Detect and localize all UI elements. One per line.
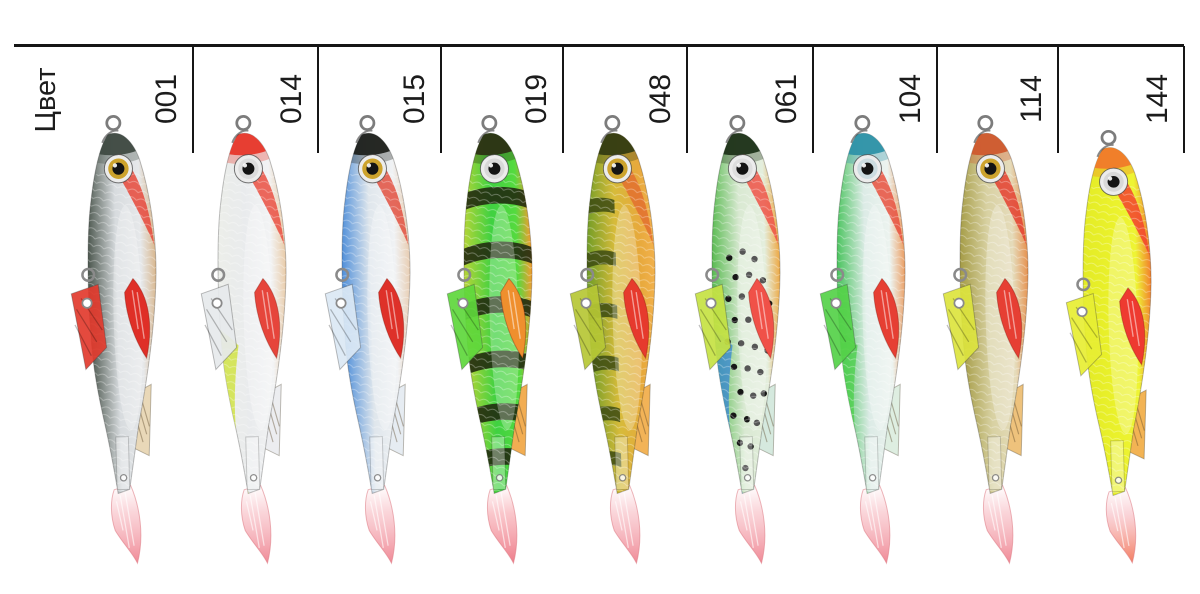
belly-blade	[70, 283, 108, 371]
pectoral-fin	[378, 277, 405, 360]
column-divider	[562, 46, 564, 153]
eye	[975, 154, 1005, 184]
tail-hole	[249, 474, 258, 482]
belly-loop	[953, 267, 968, 282]
tail-fin	[1105, 487, 1137, 565]
eye	[103, 154, 133, 184]
eye	[602, 154, 632, 184]
pectoral-fin	[254, 277, 281, 360]
snout-lip	[477, 129, 495, 144]
column-divider	[1183, 46, 1185, 153]
snout-lip	[231, 129, 249, 144]
belly-loop	[1076, 277, 1091, 292]
column-divider	[1057, 46, 1059, 153]
eye	[479, 154, 509, 184]
tail-hole	[373, 474, 382, 482]
belly-blade	[446, 283, 484, 371]
belly-blade	[200, 283, 238, 371]
lure-photo-015	[311, 111, 449, 582]
lure-photo-144	[1052, 126, 1190, 581]
lure-photo-001	[57, 111, 195, 582]
pectoral-fin	[996, 277, 1023, 360]
snout-lip	[101, 129, 119, 144]
tail-hole	[119, 474, 128, 482]
snout-lip	[1096, 144, 1114, 158]
column-divider	[440, 46, 442, 153]
lure-photo-048	[556, 111, 694, 582]
tail-fin	[110, 484, 142, 565]
line-tie-loop	[359, 115, 376, 131]
line-tie-loop	[481, 115, 498, 131]
line-tie-loop	[854, 115, 871, 131]
tail-hole	[1114, 476, 1123, 484]
tail-fin	[486, 484, 518, 565]
belly-blade	[324, 283, 362, 371]
belly-loop	[580, 267, 595, 282]
tail-hole	[868, 474, 877, 482]
belly-blade	[1065, 292, 1103, 377]
column-divider	[317, 46, 319, 153]
belly-blade	[694, 283, 732, 371]
eye	[852, 154, 882, 184]
lure-photo-061	[681, 111, 819, 582]
snout-lip	[850, 129, 868, 144]
tail-fin	[734, 484, 766, 565]
line-tie-loop	[977, 115, 994, 131]
belly-loop	[81, 267, 96, 282]
belly-blade	[942, 283, 980, 371]
snout-lip	[725, 129, 743, 144]
line-tie-loop	[604, 115, 621, 131]
column-divider	[936, 46, 938, 153]
tail-fin	[609, 484, 641, 565]
lure-photo-104	[806, 111, 944, 582]
pectoral-fin	[623, 277, 650, 360]
tail-fin	[859, 484, 891, 565]
column-divider	[812, 46, 814, 153]
belly-blade	[819, 283, 857, 371]
column-divider	[192, 46, 194, 153]
tail-hole	[618, 474, 627, 482]
eye	[1099, 167, 1129, 196]
tail-hole	[991, 474, 1000, 482]
belly-loop	[457, 267, 472, 282]
tail-hole	[743, 474, 752, 482]
lure-photo-014	[187, 111, 325, 582]
snout-lip	[355, 129, 373, 144]
tail-fin	[982, 484, 1014, 565]
table-top-border	[14, 44, 1184, 47]
eye	[233, 154, 263, 184]
pectoral-fin	[748, 277, 775, 360]
belly-loop	[830, 267, 845, 282]
snout-lip	[600, 129, 618, 144]
pectoral-fin	[873, 277, 900, 360]
line-tie-loop	[1100, 129, 1117, 146]
eye	[727, 154, 757, 184]
tail-hole	[495, 474, 504, 482]
eye	[357, 154, 387, 184]
belly-loop	[335, 267, 350, 282]
tail-fin	[364, 484, 396, 565]
lure-photo-019	[433, 111, 571, 582]
pectoral-fin	[1119, 287, 1146, 366]
pectoral-fin	[500, 277, 527, 360]
column-divider	[686, 46, 688, 153]
snout-lip	[973, 129, 991, 144]
belly-blade	[569, 283, 607, 371]
tail-fin	[240, 484, 272, 565]
belly-loop	[211, 267, 226, 282]
line-tie-loop	[729, 115, 746, 131]
pectoral-fin	[124, 277, 151, 360]
line-tie-loop	[105, 115, 122, 131]
lure-photo-114	[929, 111, 1067, 582]
belly-loop	[705, 267, 720, 282]
line-tie-loop	[235, 115, 252, 131]
